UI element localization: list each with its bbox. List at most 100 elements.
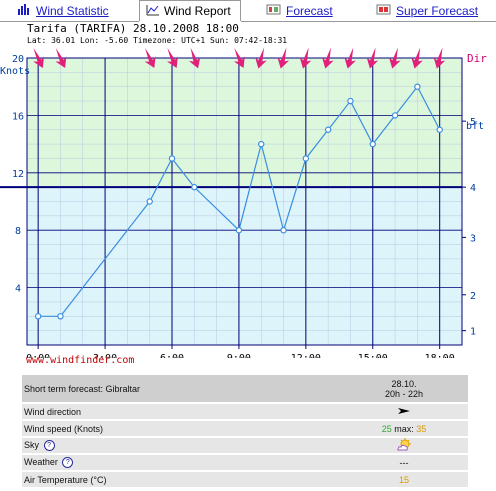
bar-chart-icon <box>18 3 32 18</box>
direction-arrow <box>322 47 334 69</box>
line-chart-icon <box>146 4 160 19</box>
direction-arrow <box>189 47 201 69</box>
arrow-shape <box>322 47 334 69</box>
weather-label: Weather <box>24 456 58 467</box>
arrow-shape <box>33 48 45 68</box>
direction-arrow <box>166 48 178 68</box>
windfinder-link[interactable]: www.windfinder.com <box>26 355 135 366</box>
tab-super-forecast[interactable]: Super Forecast <box>376 0 478 21</box>
arrow-shape <box>144 48 156 68</box>
direction-arrow <box>144 48 156 68</box>
table-row: Wind speed (Knots) 25 max: 35 <box>22 421 468 436</box>
x-tick-label: 6:00 <box>160 353 184 358</box>
wind-report-chart: 0:003:006:009:0012:0015:0018:00481216201… <box>0 18 496 373</box>
data-point <box>391 112 399 119</box>
sky-label: Sky <box>24 439 40 450</box>
direction-arrow <box>55 48 67 68</box>
direction-arrow <box>366 47 379 69</box>
forecast-table: Short term forecast: Gibraltar 28.10. 20… <box>22 373 468 489</box>
data-point <box>302 155 310 162</box>
data-point <box>258 140 265 148</box>
chart-title: Tarifa (TARIFA) 28.10.2008 18:00 <box>27 22 239 35</box>
left-axis-unit: Knots <box>0 66 30 77</box>
y2-tick-label: 1 <box>470 327 476 338</box>
x-tick-label: 15:00 <box>358 353 388 358</box>
wind-direction-value <box>340 404 468 419</box>
direction-arrow <box>233 48 245 68</box>
data-point <box>168 155 176 162</box>
chart-subtitle: Lat: 36.01 Lon: -5.60 Timezone: UTC+1 Su… <box>27 36 287 45</box>
table-row: Air Temperature (°C) 15 <box>22 472 468 487</box>
y2-tick-label: 5 <box>470 117 476 128</box>
arrow-shape <box>189 47 201 69</box>
y2-tick-label: 3 <box>470 233 476 244</box>
sky-label-cell: Sky ? <box>22 438 340 453</box>
direction-arrow <box>411 47 423 69</box>
sky-help-icon[interactable]: ? <box>43 440 55 452</box>
x-tick-label: 9:00 <box>227 353 251 358</box>
forecast-date: 28.10. <box>391 378 417 389</box>
tab-label: Wind Report <box>164 4 231 18</box>
arrow-shape <box>233 48 245 68</box>
arrow-shape <box>433 47 446 69</box>
table-row: Weather ? --- <box>22 455 468 470</box>
wind-speed-points <box>34 83 443 320</box>
tab-label: Super Forecast <box>396 3 479 18</box>
air-temp-label: Air Temperature (°C) <box>22 472 340 487</box>
y2-tick-label: 2 <box>470 291 476 302</box>
data-point <box>191 183 198 191</box>
tab-forecast[interactable]: Forecast <box>266 0 333 21</box>
air-temp-value: 15 <box>340 472 468 487</box>
wind-speed-value: 25 max: 35 <box>340 421 468 436</box>
data-point <box>347 97 354 105</box>
right-axis-unit: bft <box>466 121 484 132</box>
arrow-shape <box>344 47 356 69</box>
data-point <box>146 198 153 205</box>
chart-grid <box>26 57 463 349</box>
forecast-time: 20h - 22h <box>384 388 424 399</box>
arrow-shape <box>411 47 423 69</box>
forecast-period: 28.10. 20h - 22h <box>340 375 468 402</box>
weather-icon <box>266 3 282 18</box>
direction-arrow <box>277 47 290 69</box>
tab-divider <box>0 21 139 22</box>
arrow-shape <box>299 47 312 69</box>
wind-speed-max-label: max: <box>394 423 414 434</box>
wind-direction-arrow-icon <box>398 407 410 414</box>
right-axis-dir-label: Dir <box>467 52 487 65</box>
y-tick-label: 8 <box>15 226 21 237</box>
direction-arrow <box>255 47 267 69</box>
arrow-shape <box>255 47 267 69</box>
arrow-shape <box>55 48 67 68</box>
tab-wind-report[interactable]: Wind Report <box>139 0 241 21</box>
arrow-shape <box>366 47 379 69</box>
wind-direction-label: Wind direction <box>22 404 340 419</box>
weather-help-icon[interactable]: ? <box>62 457 74 469</box>
tab-bar: Wind Statistic Wind Report Forecast Supe… <box>0 0 496 22</box>
weather-label-cell: Weather ? <box>22 455 340 470</box>
direction-arrows <box>33 47 446 69</box>
tab-divider <box>241 21 496 22</box>
arrow-shape <box>166 48 178 68</box>
x-tick-label: 18:00 <box>425 353 455 358</box>
chart-svg: 0:003:006:009:0012:0015:0018:00481216201… <box>0 22 487 364</box>
wind-speed-number: 25 <box>381 423 392 434</box>
y-tick-label: 16 <box>12 111 24 122</box>
super-forecast-icon <box>376 3 392 18</box>
sky-value <box>340 438 468 453</box>
tab-label: Forecast <box>286 3 333 18</box>
direction-arrow <box>33 48 45 68</box>
tab-label: Wind Statistic <box>36 3 109 18</box>
data-point <box>34 313 42 320</box>
tab-wind-statistic[interactable]: Wind Statistic <box>18 0 109 21</box>
chart-upper-band <box>27 58 462 188</box>
data-point <box>57 313 64 320</box>
table-row: Wind direction <box>22 404 468 419</box>
weather-value: --- <box>340 455 468 470</box>
data-point <box>369 140 376 148</box>
direction-arrow <box>344 47 356 69</box>
y-tick-label: 4 <box>15 284 21 295</box>
forecast-location: Short term forecast: Gibraltar <box>22 375 340 402</box>
table-row: Sky ? <box>22 438 468 453</box>
direction-arrow <box>389 47 401 69</box>
